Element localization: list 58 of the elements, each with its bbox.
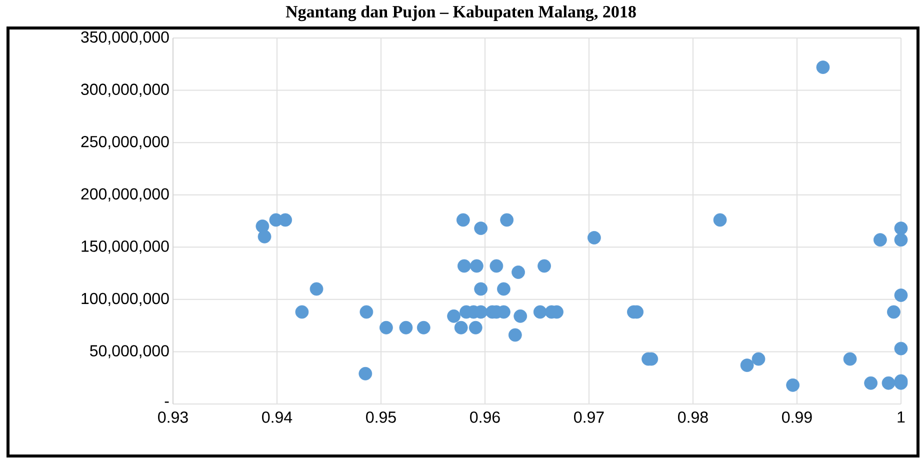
x-tick-label: 0.95	[366, 412, 396, 423]
point	[752, 352, 766, 366]
point	[508, 328, 522, 342]
y-tick-label: 100,000,000	[82, 292, 169, 306]
point	[295, 305, 309, 319]
point	[380, 320, 393, 334]
x-tick-label: 0.93	[158, 412, 188, 423]
point	[500, 213, 514, 227]
point	[497, 282, 510, 296]
point	[873, 233, 887, 247]
x-tick-label: 0.98	[678, 412, 708, 423]
point	[786, 378, 800, 392]
point	[278, 213, 292, 227]
y-tick-label: 150,000,000	[82, 240, 169, 254]
x-tick-label: 0.99	[782, 412, 812, 423]
point	[512, 266, 525, 279]
point	[470, 259, 484, 273]
point	[894, 233, 908, 247]
point	[256, 220, 270, 233]
point	[456, 213, 470, 227]
y-tick-label: 350,000,000	[81, 31, 169, 45]
x-tick-label: 0.94	[262, 412, 292, 423]
x-tick-label: 0.96	[470, 412, 500, 423]
point	[538, 259, 551, 273]
y-tick-label: 300,000,000	[81, 84, 169, 97]
point	[816, 60, 830, 74]
point	[894, 222, 908, 236]
point	[882, 376, 896, 390]
point	[490, 259, 504, 273]
point	[713, 213, 727, 227]
y-tick-label: -	[164, 402, 169, 403]
y-tick-label: 250,000,000	[81, 136, 169, 150]
point	[514, 309, 528, 323]
point	[399, 320, 413, 334]
point	[843, 352, 857, 366]
point	[360, 305, 374, 319]
point	[447, 309, 460, 323]
point	[894, 288, 908, 302]
point	[310, 282, 324, 296]
point	[887, 305, 900, 319]
point	[587, 231, 601, 244]
point	[454, 320, 468, 334]
point	[740, 358, 754, 372]
point	[864, 376, 878, 390]
point	[468, 320, 482, 334]
point	[533, 305, 547, 319]
point	[458, 259, 471, 273]
chart-title: Ngantang dan Pujon – Kabupaten Malang, 2018	[286, 6, 636, 22]
y-tick-label: 200,000,000	[81, 188, 169, 202]
point	[474, 222, 488, 236]
point	[358, 366, 372, 380]
point	[416, 320, 430, 334]
y-tick-label: 50,000,000	[90, 345, 169, 358]
x-tick-label: 1	[898, 412, 905, 423]
point	[474, 282, 488, 296]
point	[894, 342, 908, 356]
point	[258, 230, 272, 244]
x-tick-label: 0.97	[574, 412, 604, 423]
